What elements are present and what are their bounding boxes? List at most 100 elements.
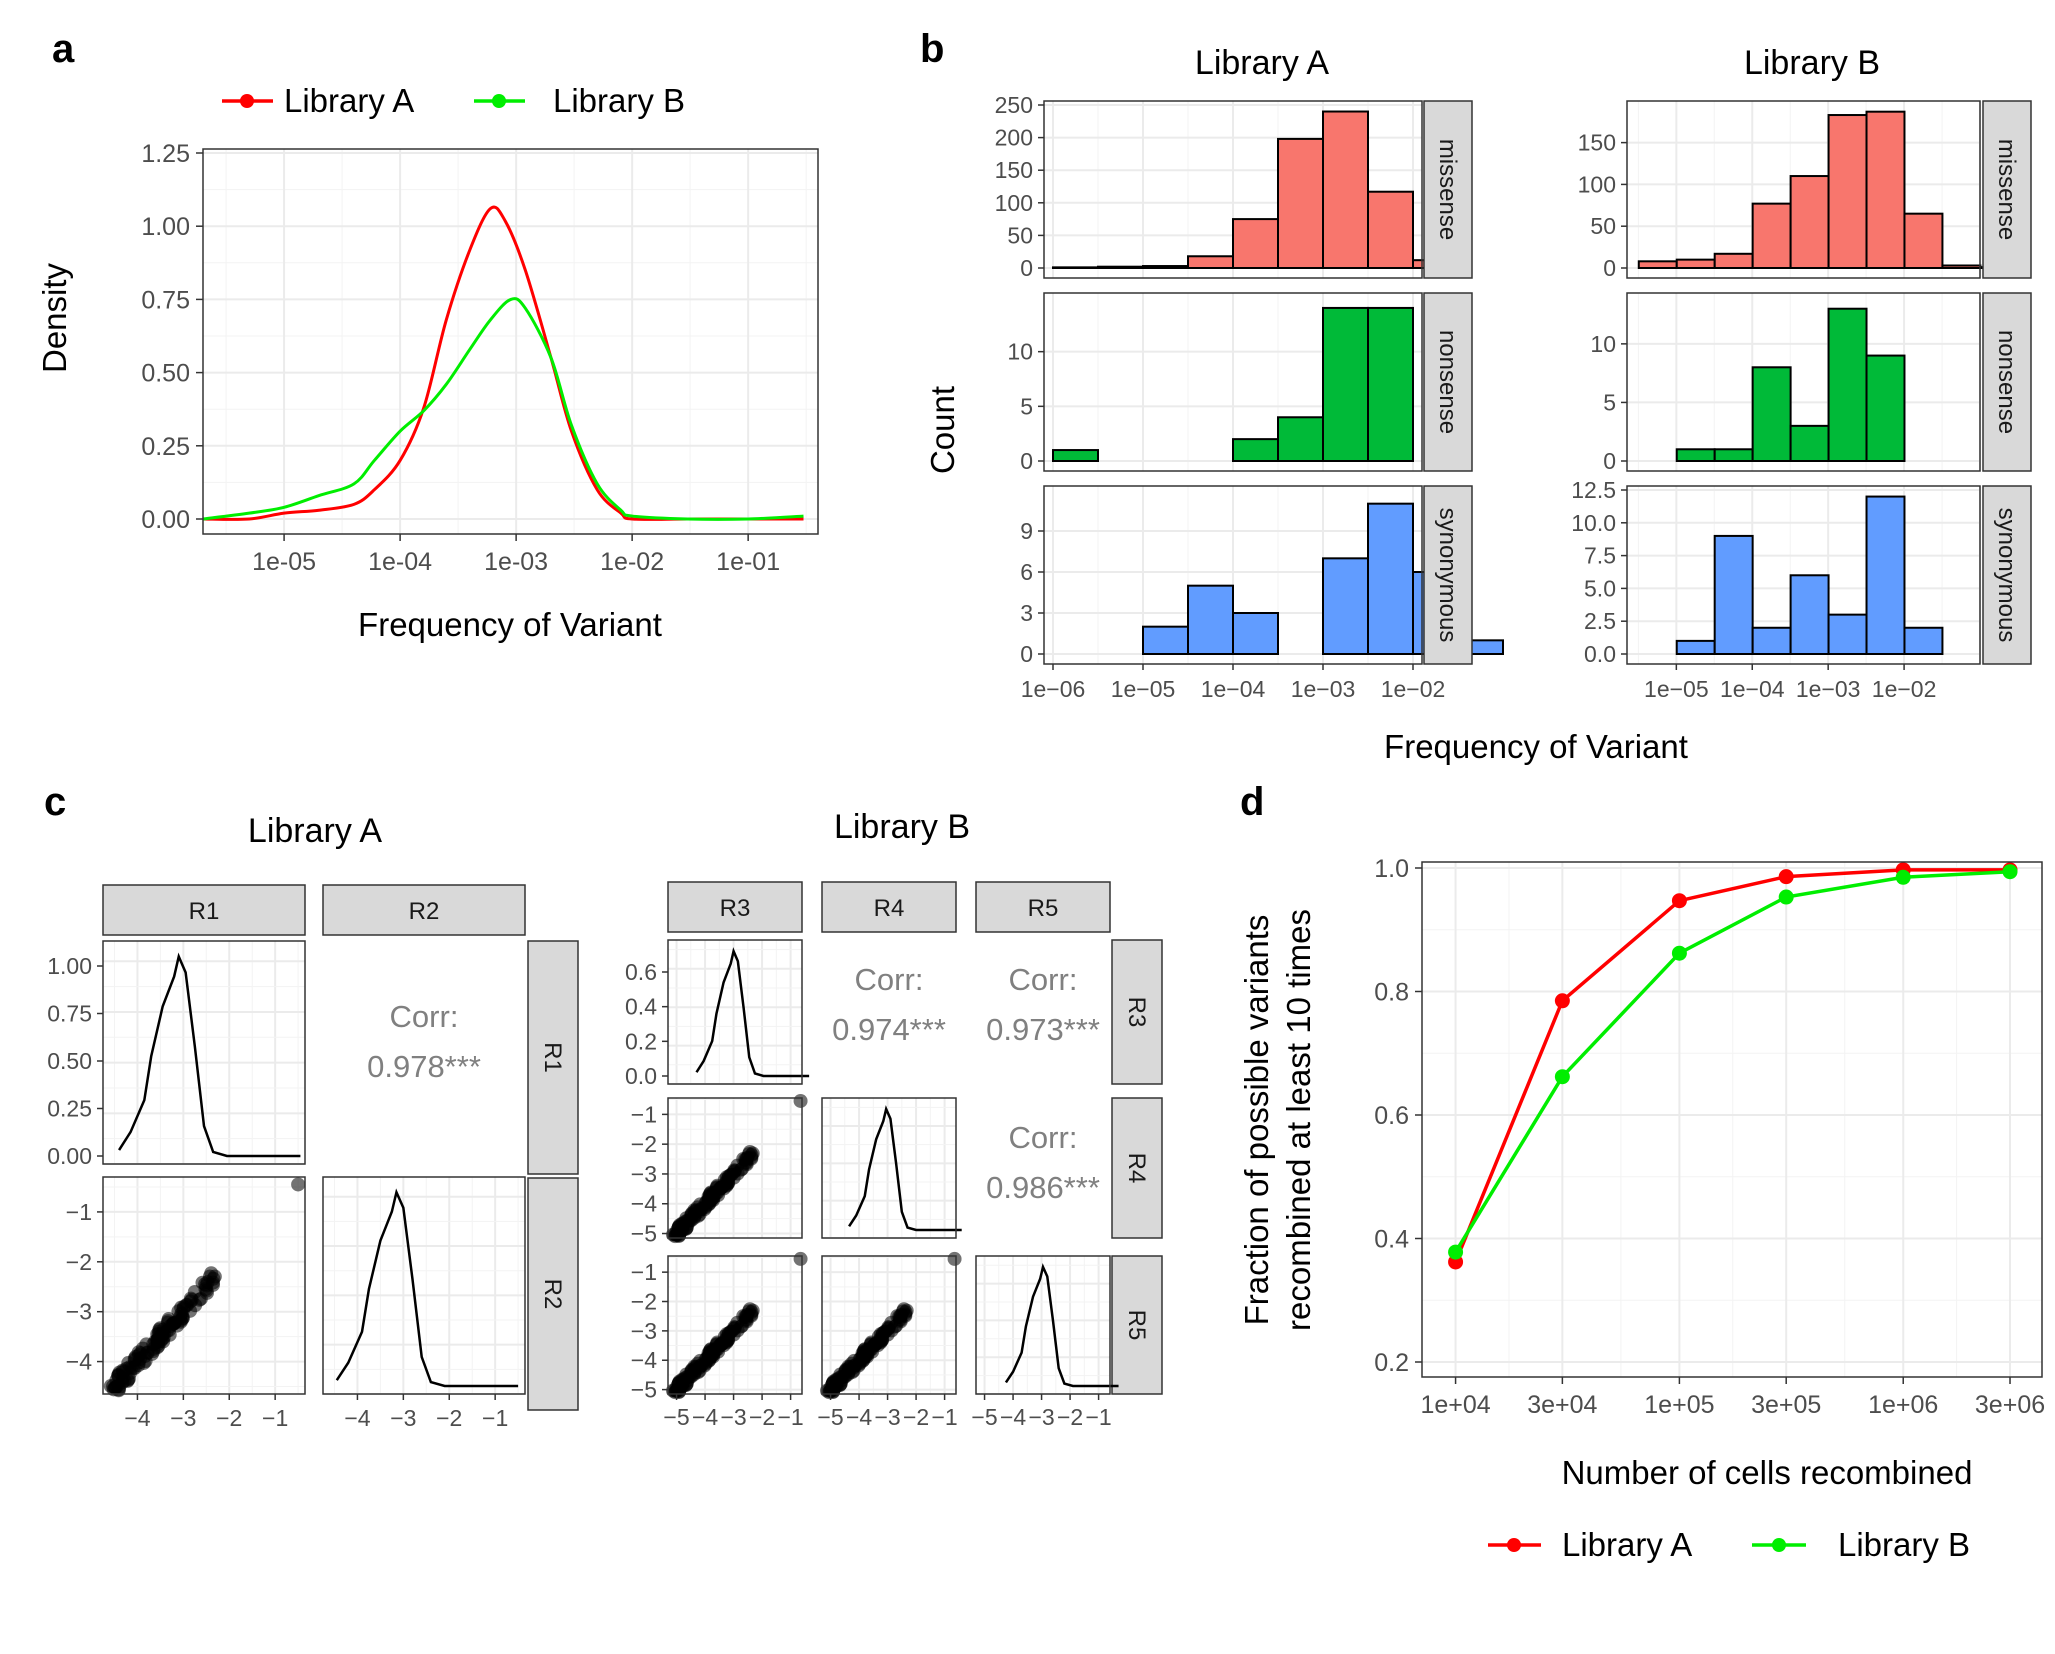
facet-strip-label-r5: R5 <box>1028 895 1059 922</box>
pairs-cell-frame <box>102 1176 306 1395</box>
facet-strip-label-synonymous: synonymous <box>1993 508 2020 643</box>
y-tick-label: 0.4 <box>625 994 657 1020</box>
y-tick-label: 0.0 <box>625 1063 657 1089</box>
y-tick-label: 0.4 <box>1374 1226 1409 1254</box>
panel-c-title-library-a: Library A <box>248 812 382 850</box>
x-tick-label: 1e-05 <box>252 548 316 576</box>
facet-strip-r3 <box>667 881 803 933</box>
facet-strip-synonymous <box>1982 485 2032 665</box>
histogram-bar <box>1232 438 1279 462</box>
facet-frame <box>1043 292 1423 472</box>
legend-d-label-library-a: Library A <box>1562 1526 1692 1563</box>
y-tick-label: −3 <box>66 1299 92 1325</box>
y-tick-label: 0.8 <box>1374 979 1409 1007</box>
histogram-bar <box>1865 110 1906 269</box>
histogram-bar <box>1827 114 1868 270</box>
panel-d-grid <box>1422 862 2042 1377</box>
panel-c-title-library-b: Library B <box>834 808 970 846</box>
histogram-bar <box>1052 266 1099 269</box>
y-tick-label: 0.50 <box>141 360 190 388</box>
facet-strip-r2 <box>322 884 526 936</box>
x-tick-label: 1e−02 <box>1381 676 1446 702</box>
histogram-bar <box>1865 354 1906 463</box>
facet-strip-missense <box>1423 100 1473 279</box>
panel-label-d: d <box>1240 780 1264 824</box>
histogram-bar <box>1903 212 1944 270</box>
x-tick-label: 3e+06 <box>1975 1391 2045 1419</box>
facet-library-b-missense: 0 50 100 150 missense <box>1578 100 2032 281</box>
x-tick-label: −3 <box>720 1404 746 1430</box>
correlation-value: 0.986*** <box>986 1170 1100 1205</box>
panel-d-ticks: 1e+04 3e+04 1e+05 3e+05 1e+06 3e+06 0.2 0.4 0.6 0… <box>1374 855 2045 1419</box>
panel-a-frame <box>202 148 819 535</box>
facet-strip-label-r3-right: R3 <box>1123 997 1150 1028</box>
x-tick-label: −1 <box>777 1404 803 1430</box>
pairs-cell-frame <box>975 1255 1111 1395</box>
y-tick-label: 0 <box>1603 255 1616 281</box>
pairs-cell-frame <box>667 939 803 1085</box>
panel-c-matrix: R1 R2 R1 R2 0.00 0.25 0.50 0.75 1.00 Corr: 0.978**… <box>47 881 1163 1431</box>
density-curve-r2 <box>335 1188 519 1388</box>
x-tick-label: 1e-03 <box>484 548 548 576</box>
x-tick-label: −4 <box>692 1404 718 1430</box>
y-tick-label: 5 <box>1020 393 1033 419</box>
series-point-library-a <box>1778 869 1794 885</box>
y-tick-label: 2.5 <box>1584 608 1616 634</box>
scatter-point <box>670 1379 685 1394</box>
x-tick-label: −2 <box>903 1404 929 1430</box>
histogram-bar <box>1052 449 1099 463</box>
series-point-library-a <box>1554 993 1570 1009</box>
legend-a-marker-library-a <box>240 94 254 108</box>
facet-frame <box>1043 100 1423 279</box>
y-tick-label: 10.0 <box>1571 510 1616 536</box>
histogram-bar <box>1142 265 1189 270</box>
scatter-point <box>739 1314 754 1329</box>
x-tick-label: −3 <box>390 1405 416 1431</box>
panel-d-x-axis-title: Number of cells recombined <box>1562 1454 1973 1491</box>
legend-a-marker-library-b <box>492 94 506 108</box>
x-tick-label: 1e−02 <box>1872 676 1937 702</box>
y-tick-label: −1 <box>631 1101 657 1127</box>
facet-frame <box>1626 292 1981 472</box>
x-tick-label: 1e-02 <box>600 548 664 576</box>
histogram-bar <box>1637 260 1678 270</box>
y-tick-label: 0.2 <box>625 1028 657 1054</box>
x-tick-label: −4 <box>1000 1404 1026 1430</box>
y-tick-label: 250 <box>995 92 1033 118</box>
series-point-library-b <box>2002 864 2018 880</box>
scatter-point <box>697 1202 712 1217</box>
y-tick-label: 0.00 <box>47 1143 92 1169</box>
pairs-cell-frame <box>667 1097 803 1239</box>
facet-strip-nonsense <box>1982 292 2032 472</box>
x-tick-label: 3e+04 <box>1527 1391 1597 1419</box>
y-tick-label: 5 <box>1603 389 1616 415</box>
histogram-bar <box>1789 574 1830 656</box>
pairs-cell-frame <box>102 940 306 1165</box>
x-tick-label: −2 <box>1057 1404 1083 1430</box>
panel-a-y-axis-title: Density <box>36 262 73 373</box>
scatter-point-outlier <box>947 1251 962 1266</box>
facet-frame <box>1626 100 1981 279</box>
y-tick-label: 0 <box>1020 255 1033 281</box>
panel-d-frame <box>1421 861 2043 1378</box>
facet-library-b-nonsense: 0 5 10 nonsense <box>1590 292 2032 474</box>
panel-a-x-axis-title: Frequency of Variant <box>358 606 662 643</box>
x-tick-label: 3e+05 <box>1751 1391 1821 1419</box>
legend-d-label-library-b: Library B <box>1838 1526 1970 1563</box>
facet-strip-r1 <box>102 884 306 936</box>
scatter-point-outlier <box>291 1177 306 1192</box>
y-tick-label: −2 <box>66 1249 92 1275</box>
scatter-point <box>893 1314 908 1329</box>
series-point-library-b <box>1671 945 1687 961</box>
correlation-value: 0.973*** <box>986 1012 1100 1047</box>
scatter-point-outlier <box>793 1251 808 1266</box>
y-tick-label: 10 <box>1007 339 1033 365</box>
series-point-library-a <box>1671 893 1687 909</box>
pairs-cell-frame <box>821 1097 957 1239</box>
x-tick-label: −2 <box>216 1405 242 1431</box>
facet-strip-label-missense: missense <box>1434 139 1461 240</box>
x-tick-label: 1e−04 <box>1720 676 1785 702</box>
x-tick-label: 1e-04 <box>368 548 432 576</box>
series-point-library-b <box>1895 869 1911 885</box>
panel-b-y-axis-title: Count <box>924 386 961 474</box>
